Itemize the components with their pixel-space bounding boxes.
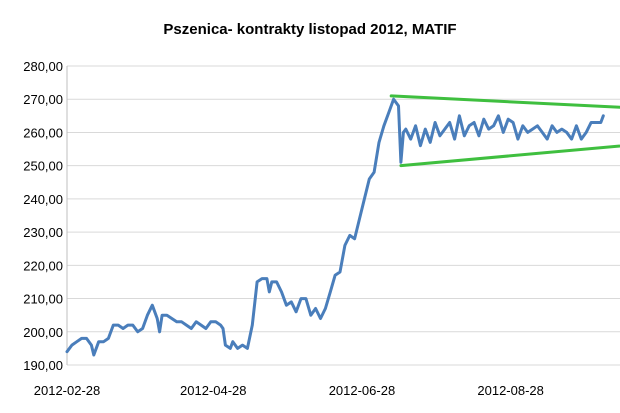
y-tick-label: 280,00	[23, 59, 63, 74]
series-line	[65, 97, 605, 357]
y-tick-label: 260,00	[23, 125, 63, 140]
trendline	[389, 94, 620, 109]
y-tick-label: 220,00	[23, 258, 63, 273]
y-tick-label: 270,00	[23, 92, 63, 107]
y-axis-ticks: 190,00 200,00 210,00 220,00 230,00 240,00 250,…	[23, 59, 63, 373]
x-axis-ticks: 2012-02-28 2012-04-28 2012-06-28 2012-08-28…	[34, 383, 544, 398]
x-tick-label: 2012-06-28	[329, 383, 396, 398]
y-tick-label: 230,00	[23, 225, 63, 240]
x-tick-label: 2012-04-28	[180, 383, 247, 398]
trendline	[399, 144, 620, 168]
x-tick-label: 2012-08-28	[477, 383, 544, 398]
series-layer	[65, 97, 605, 357]
y-tick-label: 200,00	[23, 325, 63, 340]
y-tick-label: 240,00	[23, 192, 63, 207]
annotation-layer	[389, 94, 620, 168]
grid-lines	[66, 65, 620, 366]
x-tick-label: 2012-02-28	[34, 383, 101, 398]
chart-title: Pszenica- kontrakty listopad 2012, MATIF	[163, 21, 456, 38]
y-tick-label: 190,00	[23, 358, 63, 373]
y-tick-label: 210,00	[23, 292, 63, 307]
y-tick-label: 250,00	[23, 159, 63, 174]
